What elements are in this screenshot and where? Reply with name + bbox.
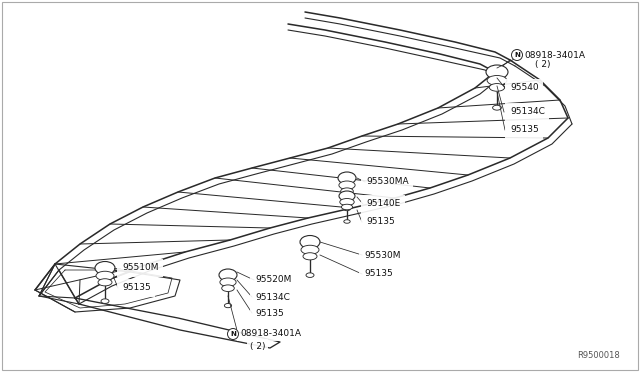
Text: 95135: 95135	[364, 269, 393, 279]
Text: 95520M: 95520M	[255, 276, 291, 285]
Ellipse shape	[303, 253, 317, 260]
Ellipse shape	[344, 220, 350, 223]
Ellipse shape	[490, 84, 505, 91]
Ellipse shape	[96, 271, 114, 280]
Ellipse shape	[300, 235, 320, 248]
Text: 08918-3401A: 08918-3401A	[240, 330, 301, 339]
Text: ( 2): ( 2)	[535, 61, 550, 70]
Ellipse shape	[220, 278, 236, 286]
Text: 95135: 95135	[255, 308, 284, 317]
Text: 95540: 95540	[510, 83, 539, 93]
Ellipse shape	[301, 245, 319, 254]
Ellipse shape	[339, 181, 355, 189]
Text: ( 2): ( 2)	[250, 341, 266, 350]
Text: 95135: 95135	[510, 125, 539, 135]
Text: 95510M: 95510M	[122, 263, 159, 273]
Text: 95530MA: 95530MA	[366, 177, 408, 186]
Text: N: N	[514, 52, 520, 58]
Text: N: N	[230, 331, 236, 337]
Ellipse shape	[98, 279, 112, 286]
Ellipse shape	[101, 299, 109, 304]
Ellipse shape	[225, 304, 232, 308]
Ellipse shape	[493, 105, 501, 110]
Ellipse shape	[487, 76, 507, 85]
Ellipse shape	[339, 191, 355, 201]
Circle shape	[227, 328, 239, 340]
Ellipse shape	[340, 188, 353, 195]
Text: 95135: 95135	[122, 283, 151, 292]
Ellipse shape	[221, 285, 234, 292]
Text: 95530M: 95530M	[364, 250, 401, 260]
Text: R9500018: R9500018	[577, 351, 620, 360]
Ellipse shape	[486, 65, 508, 79]
Ellipse shape	[306, 273, 314, 278]
Text: 95135: 95135	[366, 218, 395, 227]
Text: 95134C: 95134C	[255, 292, 290, 301]
Circle shape	[511, 49, 522, 61]
Ellipse shape	[340, 199, 354, 205]
Ellipse shape	[219, 269, 237, 281]
Text: 95140E: 95140E	[366, 199, 400, 208]
Text: 08918-3401A: 08918-3401A	[524, 51, 585, 60]
Text: 95134C: 95134C	[510, 108, 545, 116]
Ellipse shape	[338, 172, 356, 184]
Ellipse shape	[344, 206, 351, 211]
Ellipse shape	[95, 262, 115, 275]
Ellipse shape	[341, 204, 353, 210]
